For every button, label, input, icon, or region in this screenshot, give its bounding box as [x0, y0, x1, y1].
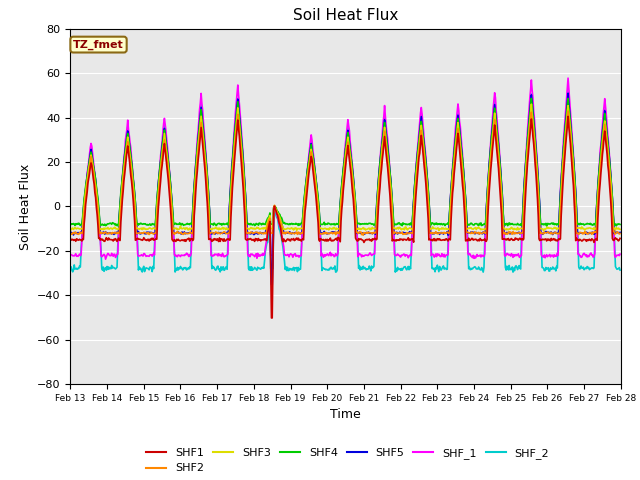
SHF1 — [77, 237, 84, 243]
SHF4 — [189, 211, 196, 216]
Line: SHF_1: SHF_1 — [70, 78, 620, 259]
SHF_2 — [564, 89, 572, 95]
SHF5 — [67, 229, 74, 235]
SHF_1 — [413, 156, 420, 161]
SHF_2 — [189, 210, 196, 216]
SHF2 — [413, 174, 420, 180]
SHF1 — [268, 315, 275, 321]
SHF2 — [77, 231, 84, 237]
Y-axis label: Soil Heat Flux: Soil Heat Flux — [19, 163, 31, 250]
SHF_1 — [77, 253, 84, 259]
SHF5 — [77, 229, 84, 235]
SHF4 — [133, 221, 141, 227]
SHF3 — [67, 228, 74, 233]
SHF_2 — [67, 266, 74, 272]
SHF2 — [564, 108, 572, 114]
SHF2 — [359, 232, 367, 238]
Line: SHF4: SHF4 — [70, 98, 620, 226]
SHF_2 — [77, 264, 84, 270]
SHF5 — [133, 231, 141, 237]
SHF_1 — [219, 251, 227, 256]
Line: SHF5: SHF5 — [70, 93, 620, 285]
SHF5 — [616, 229, 624, 235]
SHF_2 — [133, 228, 141, 234]
SHF4 — [616, 221, 624, 227]
SHF1 — [429, 238, 436, 244]
Line: SHF1: SHF1 — [70, 116, 620, 318]
SHF_1 — [564, 75, 572, 81]
X-axis label: Time: Time — [330, 408, 361, 421]
SHF3 — [189, 226, 196, 231]
Legend: SHF1, SHF2, SHF3, SHF4, SHF5, SHF_1, SHF_2: SHF1, SHF2, SHF3, SHF4, SHF5, SHF_1, SHF… — [142, 444, 554, 478]
SHF2 — [429, 231, 436, 237]
SHF_2 — [413, 165, 420, 171]
SHF1 — [133, 236, 141, 241]
SHF5 — [564, 90, 572, 96]
SHF5 — [413, 159, 420, 165]
SHF3 — [133, 225, 141, 230]
SHF4 — [527, 96, 535, 101]
Line: SHF2: SHF2 — [70, 111, 620, 235]
SHF4 — [543, 223, 550, 229]
SHF3 — [428, 226, 436, 231]
SHF1 — [218, 236, 226, 242]
SHF_1 — [67, 252, 74, 257]
SHF5 — [218, 230, 226, 236]
SHF3 — [540, 228, 547, 234]
SHF4 — [412, 168, 420, 174]
SHF1 — [413, 183, 420, 189]
SHF2 — [189, 230, 196, 236]
SHF3 — [412, 175, 420, 180]
SHF4 — [428, 220, 436, 226]
SHF_1 — [616, 251, 624, 257]
SHF2 — [218, 230, 226, 236]
SHF_2 — [429, 265, 436, 271]
Line: SHF3: SHF3 — [70, 104, 620, 231]
SHF3 — [616, 227, 624, 232]
SHF4 — [77, 223, 84, 228]
Title: Soil Heat Flux: Soil Heat Flux — [293, 9, 398, 24]
SHF5 — [429, 231, 436, 237]
SHF_1 — [429, 252, 436, 257]
SHF4 — [218, 222, 226, 228]
SHF5 — [268, 282, 275, 288]
SHF1 — [189, 238, 196, 243]
SHF_2 — [218, 267, 226, 273]
SHF2 — [133, 231, 141, 237]
SHF_2 — [616, 267, 624, 273]
SHF3 — [218, 226, 226, 231]
SHF5 — [189, 208, 196, 214]
SHF4 — [67, 221, 74, 227]
SHF_1 — [189, 193, 197, 199]
SHF2 — [67, 231, 74, 237]
SHF2 — [616, 231, 624, 237]
Text: TZ_fmet: TZ_fmet — [73, 39, 124, 50]
Line: SHF_2: SHF_2 — [70, 92, 620, 272]
SHF_2 — [332, 269, 339, 275]
SHF1 — [564, 113, 572, 119]
SHF1 — [67, 235, 74, 241]
SHF_1 — [102, 256, 109, 262]
SHF3 — [77, 226, 84, 232]
SHF_1 — [134, 251, 141, 257]
SHF3 — [527, 101, 535, 107]
SHF1 — [616, 236, 624, 241]
